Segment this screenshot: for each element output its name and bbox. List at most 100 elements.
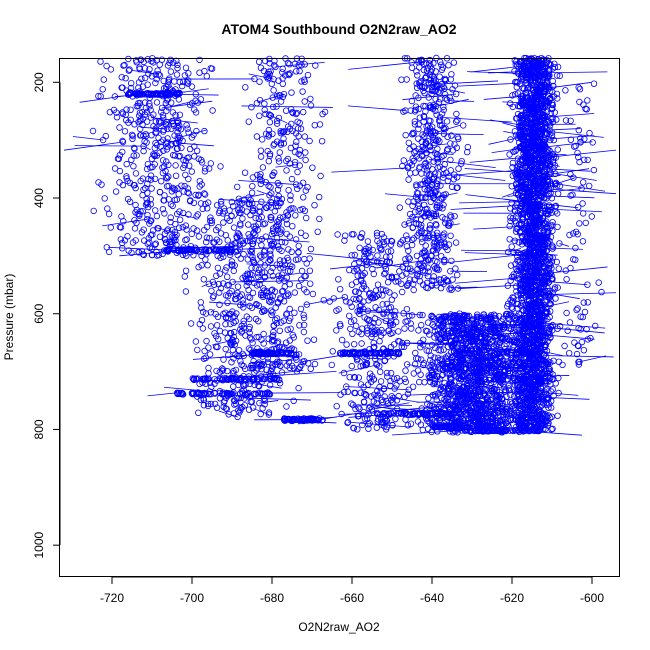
data-point — [153, 129, 160, 136]
data-point — [270, 87, 277, 94]
data-point — [107, 66, 115, 73]
data-point — [159, 111, 167, 119]
data-point — [348, 281, 356, 288]
data-point — [135, 248, 142, 256]
data-point — [261, 273, 269, 280]
data-point — [416, 278, 424, 285]
data-point — [434, 145, 441, 153]
data-point — [275, 158, 283, 165]
data-point — [312, 62, 319, 69]
data-point — [256, 96, 264, 104]
data-point — [340, 369, 348, 377]
data-point — [306, 255, 313, 262]
data-point — [127, 106, 134, 113]
data-point — [164, 226, 172, 233]
data-point — [314, 228, 321, 235]
data-point — [157, 177, 165, 185]
data-point — [181, 273, 188, 280]
data-point — [153, 152, 161, 159]
data-point — [269, 286, 276, 293]
data-point — [358, 230, 366, 237]
data-point — [355, 289, 363, 296]
data-point — [213, 272, 220, 279]
data-point — [303, 301, 310, 308]
data-point — [188, 168, 195, 175]
data-point — [131, 121, 138, 128]
data-point — [300, 328, 308, 336]
data-point — [165, 75, 173, 82]
data-point — [374, 281, 382, 288]
data-point — [161, 230, 169, 237]
data-point — [246, 237, 254, 245]
data-point — [287, 196, 294, 204]
data-point — [161, 192, 168, 199]
data-point — [180, 78, 187, 86]
data-point — [251, 225, 259, 233]
data-point — [406, 255, 413, 262]
trace-segment — [540, 280, 588, 286]
data-point — [194, 211, 202, 218]
data-point — [140, 251, 148, 259]
data-point — [292, 212, 299, 219]
data-point — [166, 59, 173, 66]
data-point — [219, 366, 227, 373]
data-point — [174, 145, 181, 152]
data-point — [276, 149, 283, 156]
data-point — [248, 189, 256, 196]
data-point — [183, 79, 191, 86]
data-point — [224, 367, 231, 375]
data-points — [63, 54, 617, 436]
data-point — [294, 118, 301, 125]
data-point — [97, 58, 104, 65]
data-point — [209, 107, 216, 114]
data-point — [128, 131, 136, 139]
data-point — [311, 201, 318, 209]
data-point — [140, 186, 147, 193]
data-point — [274, 358, 281, 365]
data-point — [228, 258, 236, 265]
data-point — [184, 185, 191, 192]
data-point — [237, 222, 244, 229]
data-point — [413, 252, 421, 260]
data-point — [236, 241, 243, 248]
data-point — [292, 256, 300, 263]
data-point — [163, 175, 171, 182]
data-point — [241, 169, 249, 176]
data-point — [152, 139, 159, 147]
data-point — [300, 108, 307, 116]
data-point — [445, 61, 452, 69]
data-point — [253, 301, 260, 309]
trace-segment — [488, 136, 523, 145]
data-point — [231, 401, 238, 408]
data-point — [376, 338, 383, 345]
data-point — [217, 254, 224, 261]
data-point — [263, 292, 271, 300]
data-point — [257, 410, 264, 418]
data-point — [200, 276, 207, 283]
trace-segment — [347, 105, 406, 111]
data-point — [283, 209, 290, 216]
data-point — [298, 267, 306, 275]
data-point — [224, 299, 231, 306]
data-point — [176, 111, 184, 118]
data-point — [266, 381, 274, 389]
data-point — [258, 241, 265, 249]
data-point — [304, 71, 312, 79]
data-point — [267, 68, 274, 75]
data-point — [277, 319, 285, 326]
data-point — [122, 74, 129, 82]
data-point — [265, 409, 273, 416]
data-point — [240, 324, 247, 331]
data-point — [126, 66, 133, 73]
data-point — [260, 340, 267, 347]
data-point — [223, 264, 230, 271]
data-point — [246, 234, 253, 241]
data-point — [265, 157, 272, 165]
data-point — [222, 405, 229, 412]
data-point — [216, 207, 224, 215]
data-point — [303, 288, 310, 296]
data-point — [283, 403, 290, 410]
data-point — [154, 67, 161, 74]
data-point — [229, 262, 236, 269]
data-point — [267, 252, 274, 260]
